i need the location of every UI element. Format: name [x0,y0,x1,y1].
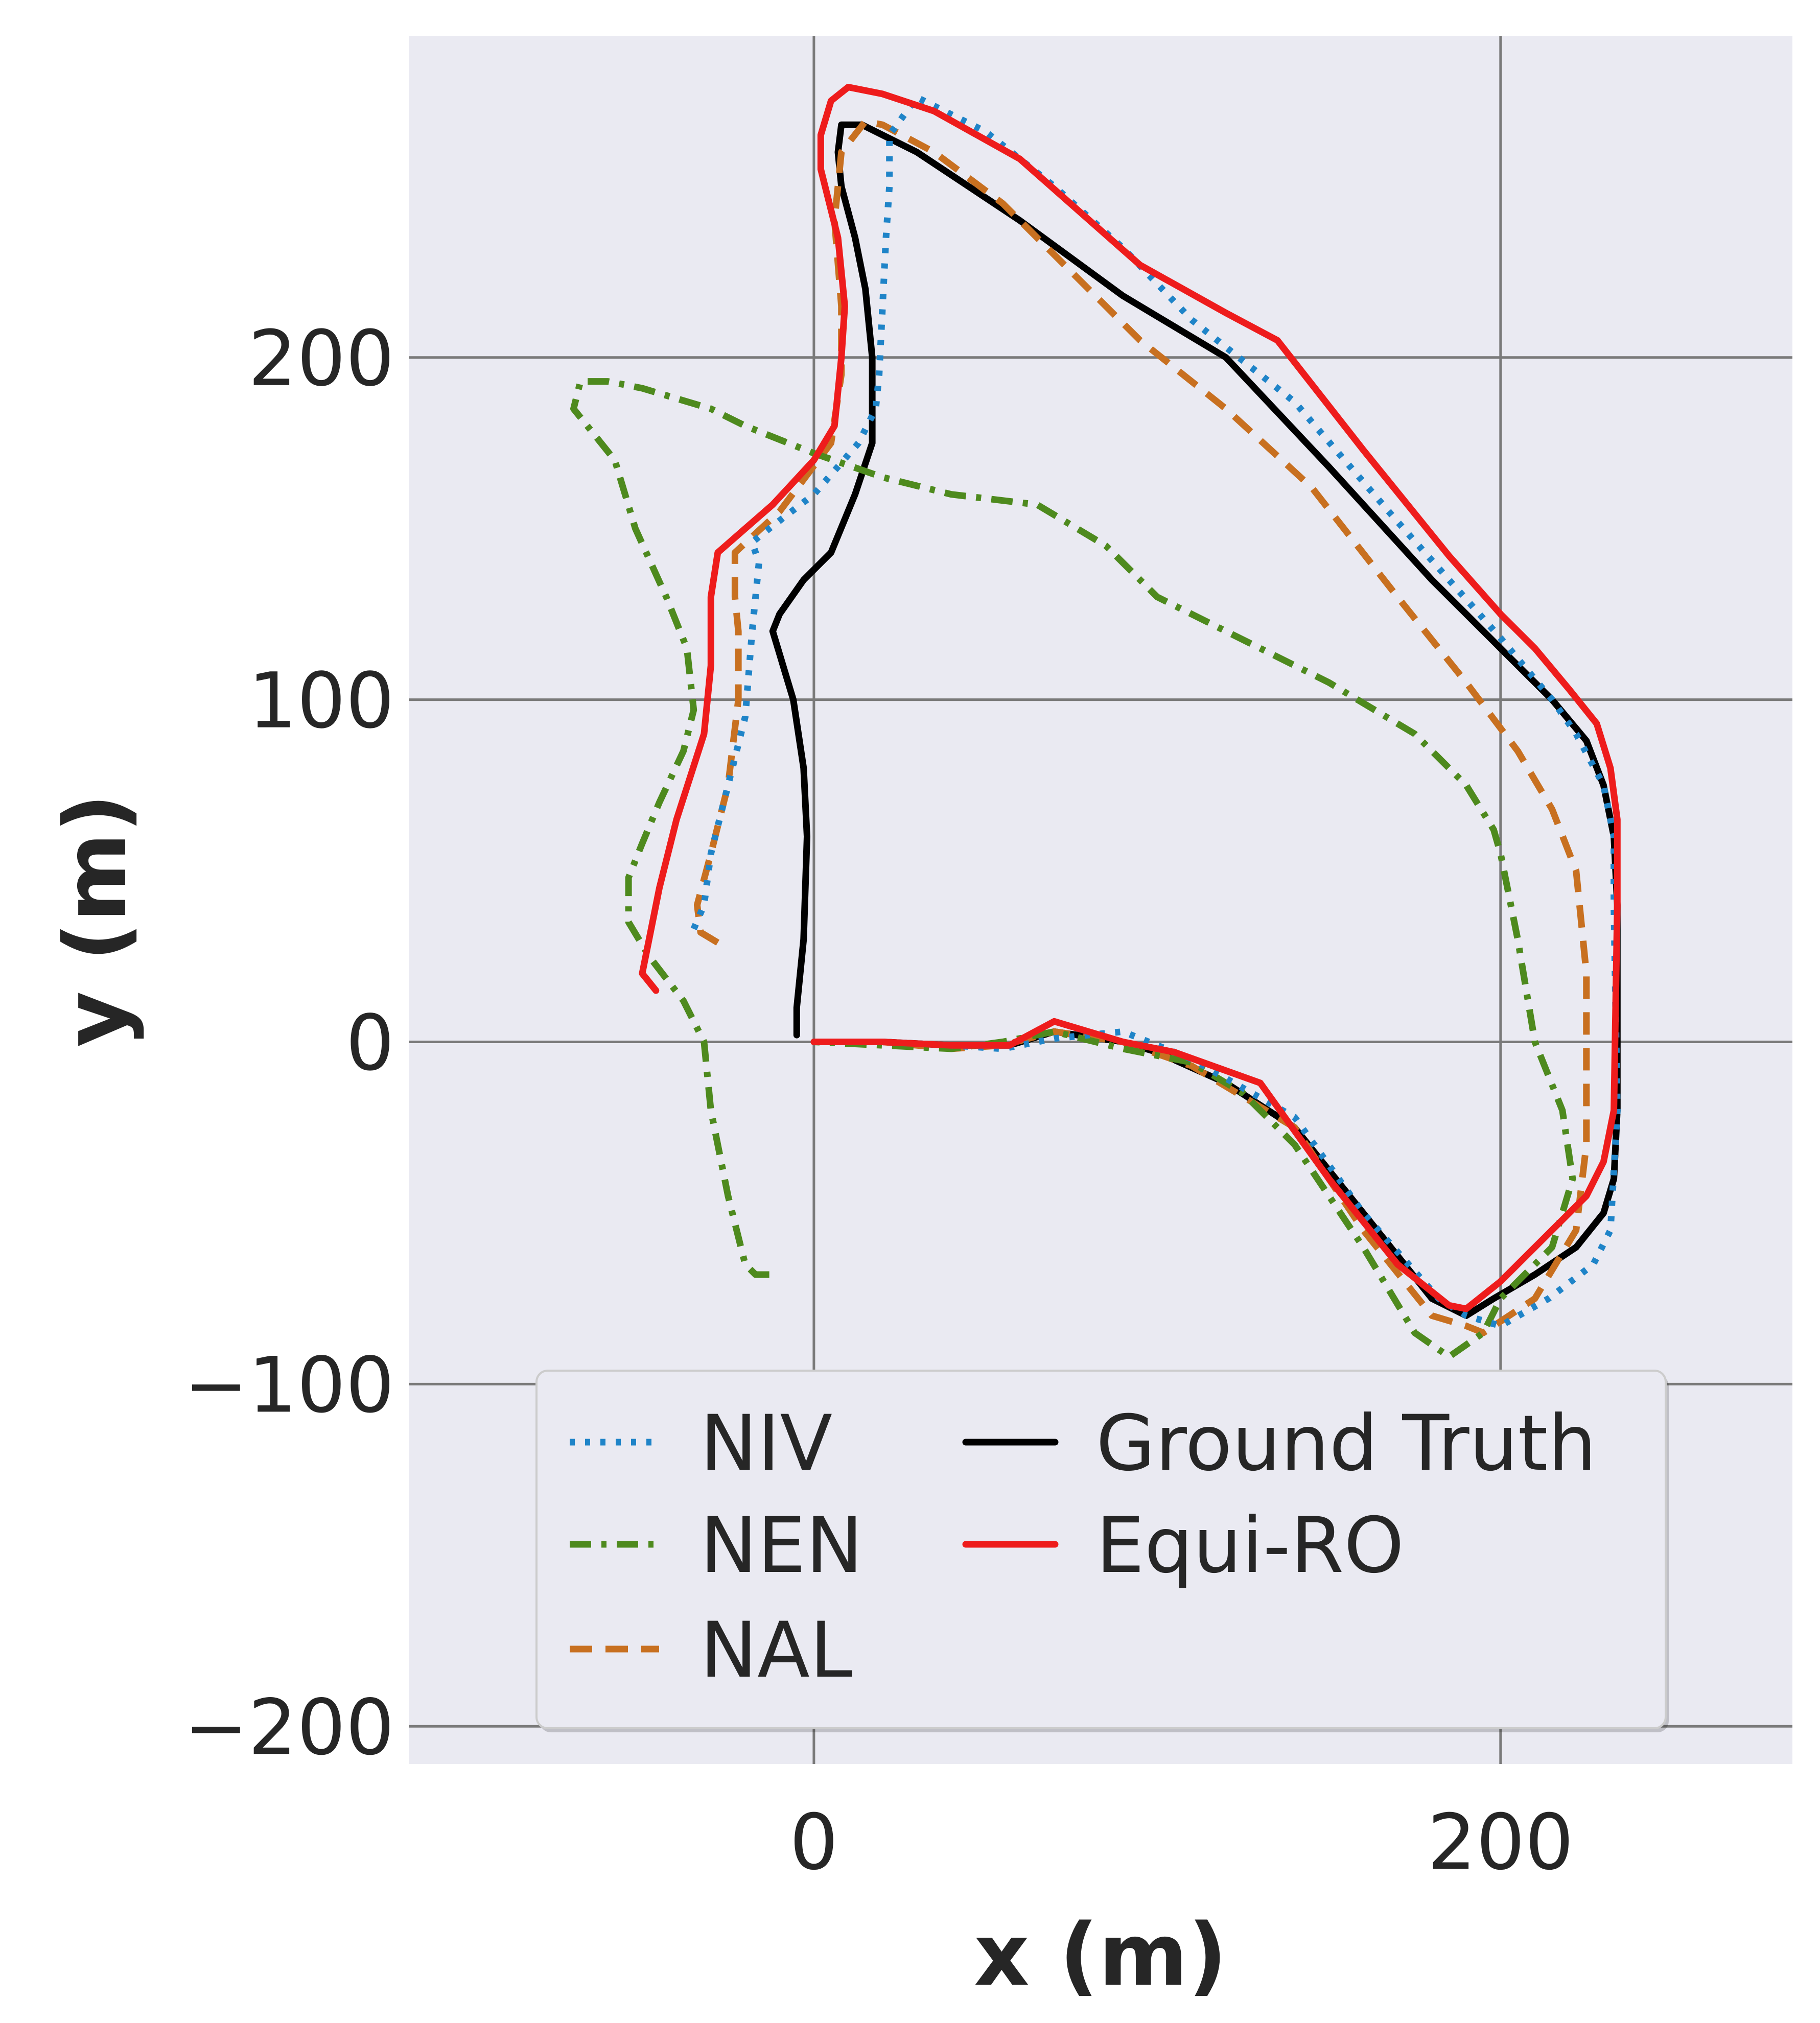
legend-box [535,1370,1667,1729]
y-tick-label: −200 [184,1683,394,1772]
series-group [570,84,1621,1360]
x-axis-label: x (m) [974,1905,1227,2005]
x-tick-label: 0 [789,1798,838,1887]
y-tick-label: 0 [346,999,394,1088]
legend-item-nal: NAL [570,1606,852,1695]
x-tick-labels: 0 200 [789,1798,1574,1887]
series-line-nen [570,378,1576,1360]
legend-label-ground-truth: Ground Truth [1096,1399,1597,1488]
legend-label-equi-ro: Equi-RO [1096,1501,1404,1590]
y-tick-label: −100 [184,1341,394,1430]
legend-item-equi-ro: Equi-RO [962,1501,1404,1590]
y-axis-label: y (m) [45,793,146,1047]
y-tick-labels: 200 100 0 −100 −200 [184,315,394,1773]
legend-label-nal: NAL [700,1606,852,1695]
legend-label-nen: NEN [700,1501,863,1590]
y-tick-label: 100 [248,657,394,746]
legend-item-nen: NEN [570,1501,863,1590]
legend-item-ground-truth: Ground Truth [962,1399,1597,1488]
legend-label-niv: NIV [700,1399,832,1488]
series-line-equi-ro [639,84,1621,1312]
legend-item-niv: NIV [570,1399,832,1488]
y-tick-label: 200 [248,315,394,404]
x-tick-label: 200 [1428,1798,1574,1887]
legend: NIV NEN NAL Ground Truth Equi-RO [535,1370,1669,1732]
